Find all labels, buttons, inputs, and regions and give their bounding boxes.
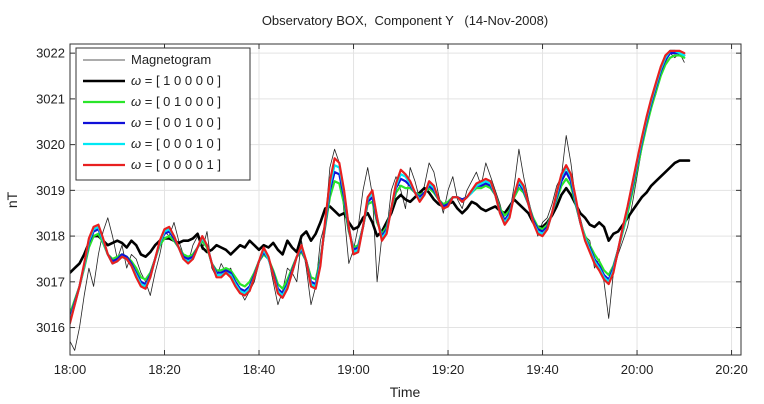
legend-entry-text: [ 0 1 0 0 0 ] <box>156 94 221 109</box>
y-axis: 3016 3017 3018 3019 3020 3021 3022 <box>36 46 741 335</box>
y-tick-label: 3022 <box>36 46 65 61</box>
legend-label-3: ω = [ 0 0 1 0 0 ] <box>131 115 221 130</box>
y-tick-label: 3017 <box>36 274 65 289</box>
legend-entry-text: Magnetogram <box>131 52 211 67</box>
legend-label-1: ω = [ 1 0 0 0 0 ] <box>131 73 221 88</box>
x-tick-label: 18:20 <box>148 362 181 377</box>
series-layer <box>70 49 691 351</box>
legend-omega-symbol: ω <box>131 157 141 172</box>
y-tick-label: 3020 <box>36 137 65 152</box>
x-axis: 18:00 18:20 18:40 19:00 19:20 19:40 20:00 20:20 <box>54 44 748 377</box>
y-tick-label: 3018 <box>36 229 65 244</box>
grid <box>69 44 741 355</box>
legend-entry-text: [ 1 0 0 0 0 ] <box>156 73 221 88</box>
x-tick-label: 19:40 <box>526 362 559 377</box>
x-tick-label: 19:20 <box>432 362 465 377</box>
legend-label-4: ω = [ 0 0 0 1 0 ] <box>131 136 221 151</box>
legend-equals: = <box>141 136 156 151</box>
x-tick-label: 19:00 <box>337 362 370 377</box>
y-tick-label: 3019 <box>36 183 65 198</box>
chart-title: Observatory BOX, Component Y (14-Nov-200… <box>262 13 548 28</box>
legend-equals: = <box>141 157 156 172</box>
legend-omega-symbol: ω <box>131 73 141 88</box>
x-tick-label: 18:40 <box>243 362 276 377</box>
legend-omega-symbol: ω <box>131 136 141 151</box>
legend-entry-text: [ 0 0 0 1 0 ] <box>156 136 221 151</box>
series-line-5 <box>70 49 686 326</box>
x-tick-label: 18:00 <box>54 362 87 377</box>
legend-entry-text: [ 0 0 0 0 1 ] <box>156 157 221 172</box>
x-tick-label: 20:20 <box>715 362 748 377</box>
x-tick-label: 20:00 <box>621 362 654 377</box>
legend-box <box>75 47 251 181</box>
plot-frame <box>69 43 742 356</box>
y-tick-label: 3016 <box>36 320 65 335</box>
legend-omega-symbol: ω <box>131 115 141 130</box>
legend-entry-text: [ 0 0 1 0 0 ] <box>156 115 221 130</box>
y-axis-label: nT <box>4 191 20 208</box>
legend-label-2: ω = [ 0 1 0 0 0 ] <box>131 94 221 109</box>
legend-equals: = <box>141 115 156 130</box>
legend-equals: = <box>141 73 156 88</box>
legend-omega-symbol: ω <box>131 94 141 109</box>
legend-label-0: Magnetogram <box>131 52 211 67</box>
legend-label-5: ω = [ 0 0 0 0 1 ] <box>131 157 221 172</box>
legend-equals: = <box>141 94 156 109</box>
x-axis-label: Time <box>390 384 421 400</box>
y-tick-label: 3021 <box>36 91 65 106</box>
